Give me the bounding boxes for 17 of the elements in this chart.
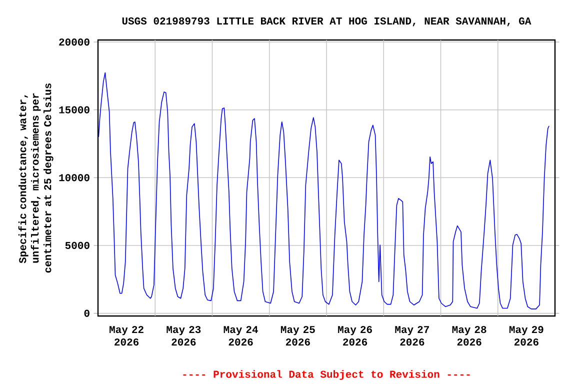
x-tick-label: May 23 2026 — [166, 326, 201, 346]
y-tick-label: 0 — [84, 310, 90, 317]
y-axis-title: Specific conductance, water, unfiltered, microsiemens per centimeter at 25 degrees Celsius — [18, 83, 54, 273]
y-tick-label: 20000 — [59, 38, 90, 46]
x-tick-label: May 29 2026 — [509, 326, 544, 346]
x-tick-label: May 24 2026 — [224, 326, 258, 346]
x-tick-label: May 25 2026 — [280, 326, 315, 346]
y-tick-label: 15000 — [59, 106, 90, 114]
y-tick-label: 10000 — [59, 174, 90, 182]
text: ---- Provisional Data Subject to Revision ---- — [183, 370, 470, 380]
y-tick-label: 5000 — [65, 242, 90, 250]
x-tick-label: May 26 2026 — [338, 326, 372, 346]
x-tick-label: May 22 2026 — [110, 326, 144, 346]
line-series — [98, 72, 550, 310]
x-tick-label: May 28 2026 — [452, 326, 486, 346]
x-tick-label: May 27 2026 — [395, 326, 429, 346]
chart-title: USGS 021989793 LITTLE BACK RIVER AT HOG ISLAND, NEAR SAVANNAH, GA — [122, 17, 532, 26]
